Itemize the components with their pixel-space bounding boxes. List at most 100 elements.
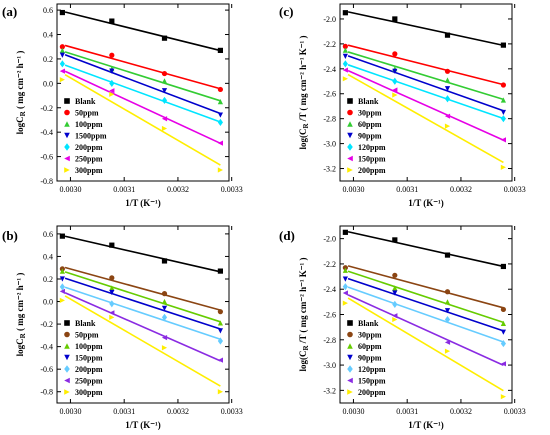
chart-panel: (a) -0.8 -0.6 -0.4 -0.2 0.0 0.2 0.4 0.6 0.0030 0.0… (2, 3, 243, 208)
data-point (217, 268, 223, 274)
fit-line (347, 265, 504, 309)
legend-marker (64, 331, 70, 338)
y-tick-label: -0.2 (40, 320, 53, 329)
y-tick-label: -2.4 (323, 285, 336, 294)
data-point (59, 44, 65, 50)
legend-marker (347, 121, 353, 127)
y-tick-label: 0.2 (43, 275, 53, 284)
legend-marker (347, 354, 353, 361)
data-point (161, 96, 168, 105)
legend-entry: 50ppm (75, 109, 99, 118)
y-axis-label-main: log(C (298, 129, 308, 150)
data-point (392, 77, 398, 85)
y-axis-label-unit: /T ( mg cm⁻² h⁻¹ K⁻¹ ) (298, 36, 308, 124)
fit-line (347, 297, 504, 392)
data-point (59, 77, 65, 83)
data-point (342, 47, 348, 53)
y-tick-label: -3.0 (323, 140, 336, 149)
y-tick-label: 0.4 (43, 31, 53, 40)
data-point (59, 9, 65, 16)
data-point (342, 290, 348, 296)
data-point (342, 283, 348, 291)
legend-entry: Blank (358, 97, 379, 106)
y-axis-label-sub: R (302, 123, 310, 129)
legend-entry: 200ppm (75, 365, 103, 374)
y-tick-label: -0.8 (40, 388, 53, 397)
legend-marker (347, 167, 353, 173)
data-point (109, 242, 115, 248)
data-point (392, 300, 398, 308)
data-point (500, 306, 506, 313)
fit-line (64, 277, 221, 330)
y-tick-label: 0.6 (43, 230, 53, 239)
data-point (500, 42, 506, 48)
x-axis-label: 1/T (K⁻¹) (125, 420, 161, 430)
legend-marker (347, 331, 353, 338)
axes-frame (56, 225, 230, 404)
y-tick-label: -2.2 (323, 40, 336, 49)
y-tick-label: 0.2 (43, 55, 53, 64)
data-point (217, 320, 223, 326)
data-point (392, 316, 398, 323)
y-tick-label: 0.0 (43, 298, 53, 307)
legend-entry: 1500ppm (75, 132, 107, 141)
data-point (444, 77, 451, 83)
fit-line (64, 64, 221, 123)
data-point (444, 348, 451, 354)
data-point (59, 52, 65, 58)
legend-entry: 200ppm (358, 388, 386, 397)
y-axis-label-main: logC (15, 116, 25, 134)
fit-line (347, 286, 504, 343)
y-tick-label: -2.6 (323, 311, 336, 320)
legend-entry: 300ppm (75, 166, 103, 175)
data-point (217, 357, 223, 363)
legend-marker (64, 167, 70, 173)
legend-marker (64, 109, 70, 116)
data-point (109, 18, 115, 24)
legend-entry: 250ppm (75, 155, 103, 164)
legend-entry: Blank (75, 319, 96, 328)
data-point (161, 116, 168, 122)
fit-line (347, 294, 504, 366)
chart-panel: (b) -0.8 -0.6 -0.4 -0.2 0.0 0.2 0.4 0.6 0.0030 0.0… (2, 225, 243, 430)
x-tick-label: 0.0030 (342, 185, 364, 194)
data-point (59, 297, 65, 304)
data-point (342, 300, 348, 306)
legend-marker (64, 365, 70, 373)
data-point (161, 335, 168, 341)
y-tick-label: -2.0 (323, 15, 336, 24)
data-point (392, 237, 398, 243)
data-point (109, 285, 115, 291)
fit-line (64, 11, 221, 52)
data-point (109, 314, 115, 320)
data-point (392, 285, 398, 291)
data-point (217, 309, 223, 315)
fit-line (64, 286, 221, 340)
data-point (59, 233, 65, 239)
data-point (109, 289, 115, 296)
x-tick-label: 0.0031 (113, 185, 135, 194)
data-point (392, 313, 398, 319)
y-axis-label-unit: ( mg cm⁻² h⁻¹ ) (15, 51, 25, 112)
data-point (500, 137, 506, 143)
data-point (161, 78, 168, 84)
legend-entry: 60ppm (358, 120, 382, 129)
panel-label: (a) (2, 4, 17, 19)
panel-label: (b) (2, 228, 18, 243)
data-point (342, 276, 348, 282)
data-point (109, 300, 115, 308)
y-axis-label: log(CR /T ( mg cm⁻² h⁻¹ K⁻¹ ) (298, 258, 310, 372)
data-point (500, 115, 506, 123)
y-tick-label: -0.2 (40, 104, 53, 113)
data-point (500, 109, 506, 116)
data-point (217, 337, 223, 345)
data-point (59, 68, 65, 74)
legend-entry: 90ppm (358, 132, 382, 141)
x-tick-label: 0.0033 (221, 185, 243, 194)
data-point (217, 86, 223, 93)
data-point (444, 299, 451, 305)
y-tick-label: -0.4 (40, 128, 53, 137)
data-point (217, 47, 223, 53)
data-point (392, 272, 398, 278)
legend-marker (347, 365, 353, 373)
